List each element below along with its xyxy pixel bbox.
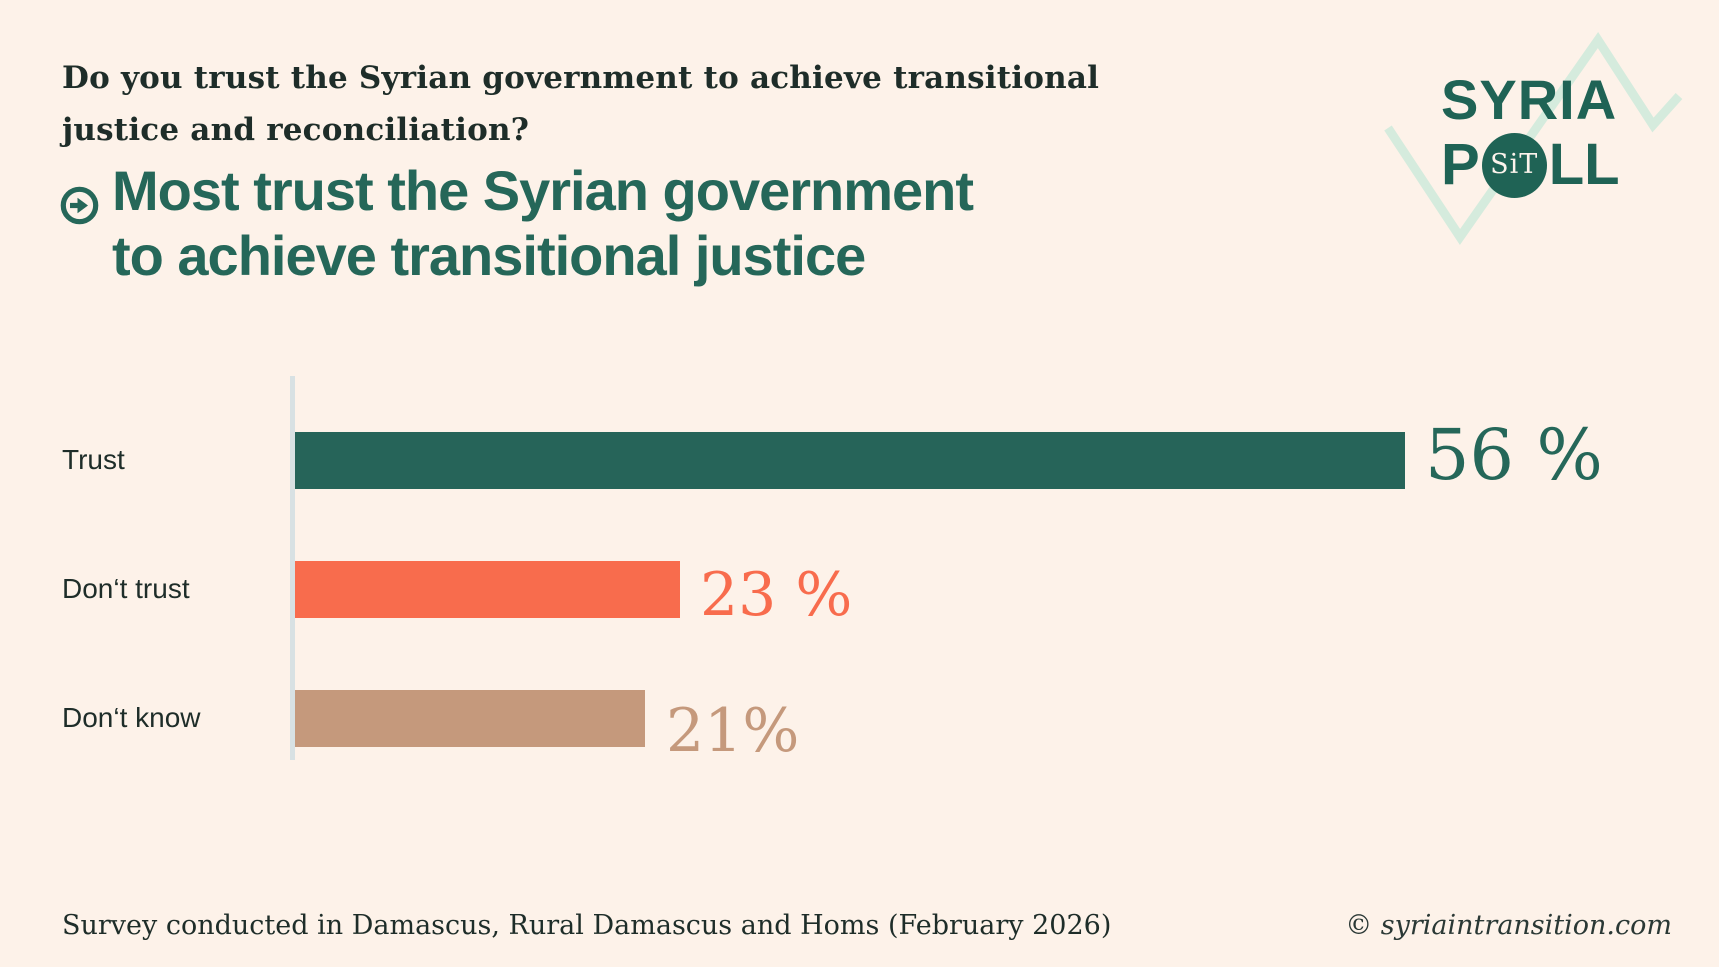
sit-badge-label: SiT (1490, 149, 1539, 180)
chart-headline-line2: to achieve transitional justice (112, 224, 866, 287)
category-label-dont-know: Don‘t know (62, 702, 201, 733)
value-label-dont-trust: 23 % (700, 560, 853, 630)
bar-dont-know (295, 690, 645, 747)
bar-dont-trust (295, 561, 680, 618)
category-label-dont-trust: Don‘t trust (62, 573, 190, 604)
logo-poll-p: P (1441, 132, 1480, 197)
copyright-note: © syriaintransition.com (1345, 910, 1672, 941)
value-label-trust: 56 % (1425, 414, 1603, 496)
survey-source-note: Survey conducted in Damascus, Rural Dama… (62, 910, 1112, 941)
zigzag-pulse-line-icon (1384, 31, 1683, 245)
category-label-trust: Trust (62, 444, 125, 475)
bar-trust (295, 432, 1405, 489)
logo-syria-text: SYRIA (1441, 68, 1618, 131)
logo-poll-row: P SiT LL (1441, 131, 1620, 199)
poll-question-line2: justice and reconciliation? (62, 112, 530, 148)
chart-headline: Most trust the Syrian government to achi… (112, 158, 974, 288)
poll-question: Do you trust the Syrian government to ac… (62, 52, 1099, 156)
logo-poll-ll: LL (1548, 132, 1620, 197)
value-label-dont-know: 21% (666, 696, 800, 766)
arrow-right-circle-icon (60, 186, 99, 225)
chart-axis-baseline (290, 376, 295, 760)
chart-headline-line1: Most trust the Syrian government (112, 159, 974, 222)
poll-question-line1: Do you trust the Syrian government to ac… (62, 60, 1100, 96)
sit-badge-icon: SiT (1481, 132, 1547, 198)
